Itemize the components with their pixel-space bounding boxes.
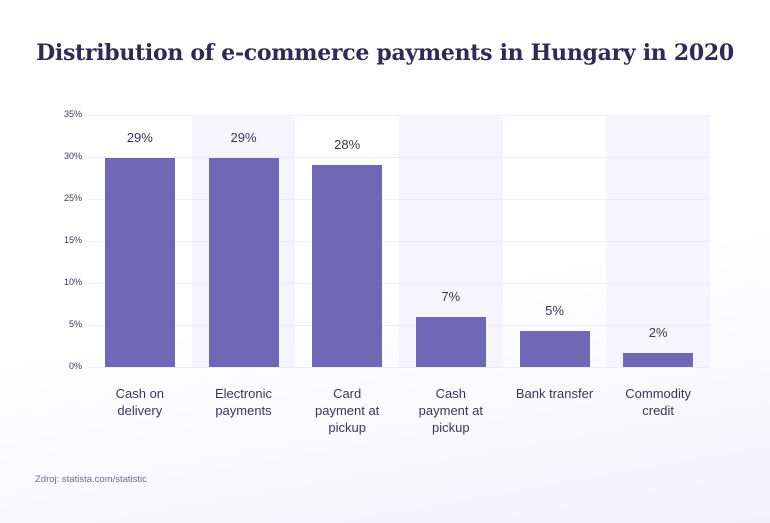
- value-label: 2%: [648, 324, 668, 340]
- value-label: 29%: [230, 130, 257, 146]
- plot-area: [88, 115, 710, 368]
- bar[interactable]: [519, 331, 590, 367]
- x-tick-label: Commodity credit: [625, 386, 692, 418]
- bar[interactable]: [415, 316, 486, 367]
- gridline: [88, 199, 710, 200]
- gridline: [88, 367, 710, 368]
- source-note: Zdroj: statista.com/statistic: [35, 474, 147, 485]
- y-tick-label: 5%: [68, 319, 82, 329]
- bar[interactable]: [623, 352, 694, 367]
- gridline: [88, 325, 710, 326]
- x-tick-label: Electronic payments: [214, 386, 273, 418]
- value-label: 29%: [126, 130, 153, 146]
- gridline: [88, 241, 710, 242]
- value-label: 7%: [441, 288, 461, 304]
- x-tick-label: Cash on delivery: [115, 386, 165, 418]
- gridline: [88, 283, 710, 284]
- y-tick-label: 10%: [63, 277, 82, 287]
- x-tick-label: Bank transfer: [515, 386, 594, 401]
- y-tick-label: 25%: [63, 193, 82, 203]
- value-label: 5%: [545, 303, 564, 318]
- y-tick-label: 15%: [63, 235, 82, 245]
- value-label: 28%: [334, 137, 361, 153]
- bar[interactable]: [208, 158, 279, 367]
- x-tick-label: Cash payment at pickup: [418, 386, 483, 435]
- bar[interactable]: [104, 158, 175, 367]
- chart-title: Distribution of e-commerce payments in H…: [36, 40, 734, 66]
- y-tick-label: 0%: [68, 361, 82, 371]
- y-tick-label: 30%: [63, 151, 82, 161]
- y-tick-label: 35%: [63, 109, 82, 119]
- x-tick-label: Card payment at pickup: [314, 386, 380, 435]
- bar[interactable]: [312, 165, 383, 367]
- gridline: [88, 157, 710, 158]
- gridline: [88, 115, 710, 116]
